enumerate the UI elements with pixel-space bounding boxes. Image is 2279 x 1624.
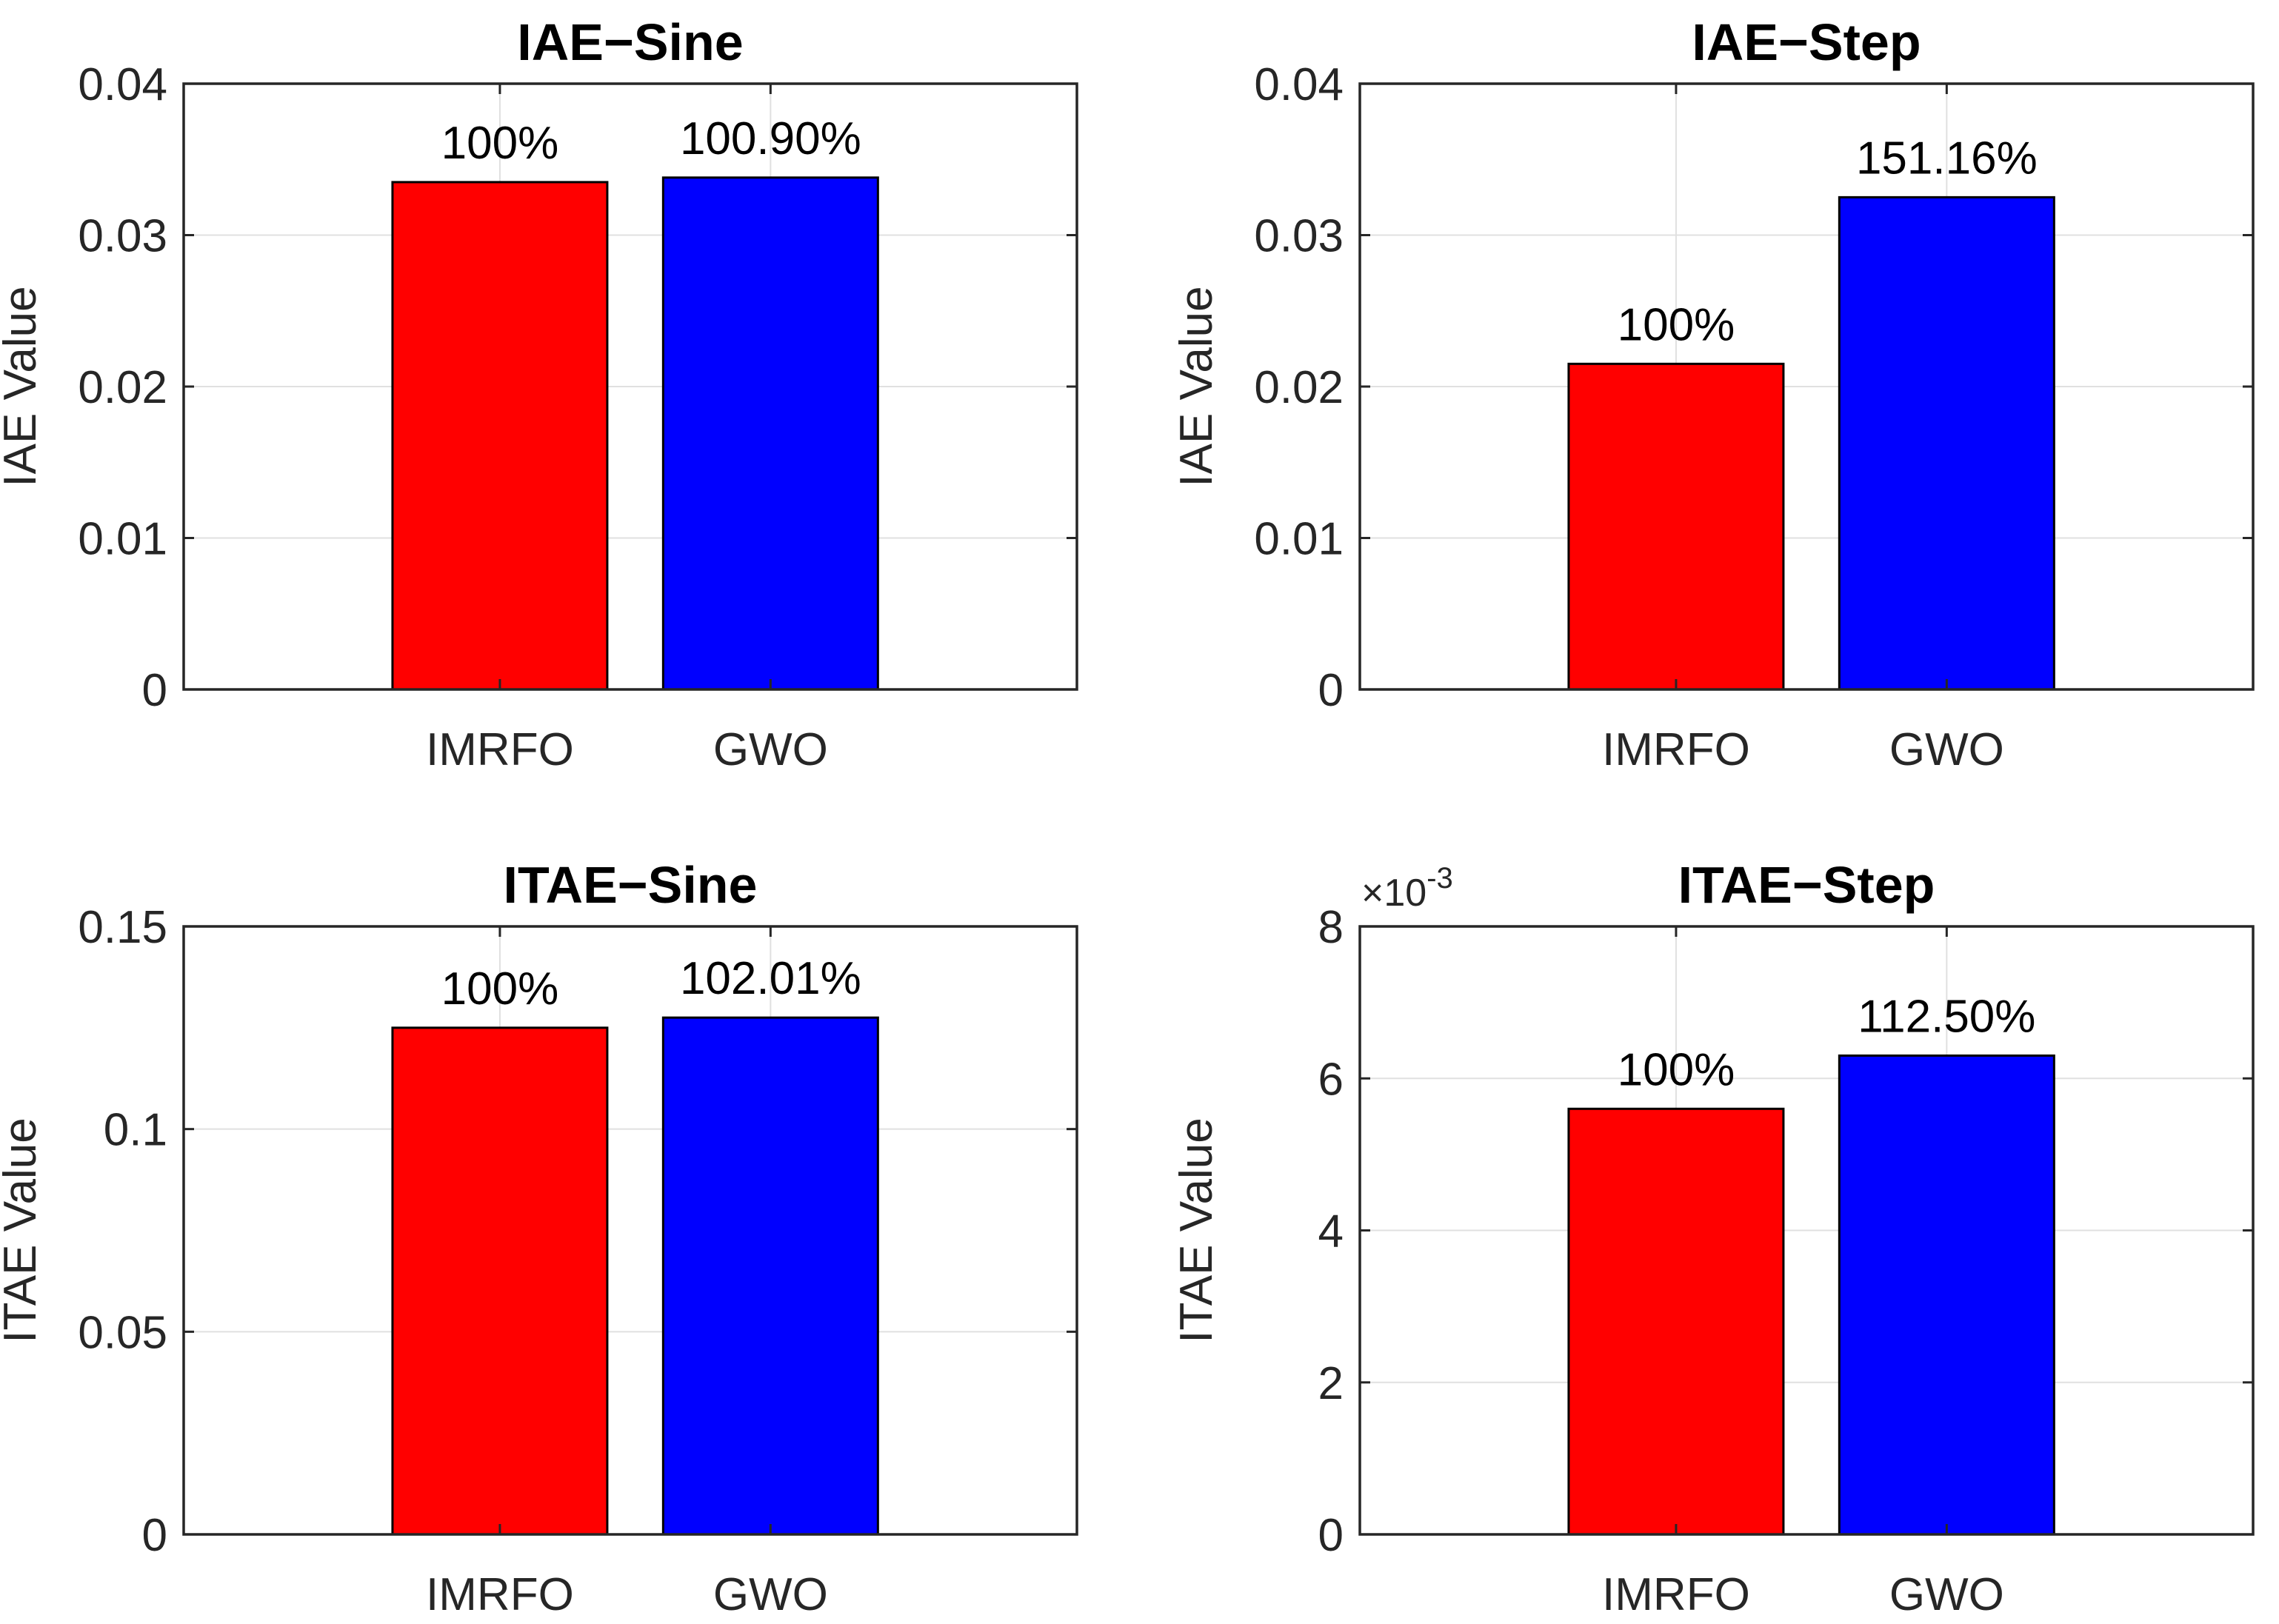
bar-value-label: 100% bbox=[1618, 1044, 1735, 1095]
y-tick-label: 0.1 bbox=[104, 1105, 167, 1156]
chart-itae-step: 0 2 4 6 8 IMRFO GWO 100% 112.50% ITAE−Step ITAE Va… bbox=[1141, 815, 2279, 1624]
y-tick-label: 6 bbox=[1318, 1054, 1344, 1105]
bar-value-label: 151.16% bbox=[1856, 133, 2038, 184]
y-tick-label: 0.02 bbox=[1254, 362, 1344, 413]
y-tick-label: 0.01 bbox=[78, 514, 167, 565]
x-tick-label: GWO bbox=[713, 724, 828, 775]
chart-iae-step: 0 0.01 0.02 0.03 0.04 IMRFO GWO 100% 151.16% IAE−… bbox=[1141, 0, 2279, 815]
y-axis-label: IAE Value bbox=[1171, 286, 1222, 487]
bar-gwo bbox=[1838, 196, 2055, 691]
y-tick-label: 2 bbox=[1318, 1358, 1344, 1409]
bar-imrfo bbox=[391, 181, 609, 691]
y-tick-label: 0.01 bbox=[1254, 514, 1344, 565]
y-tick-label: 0.04 bbox=[78, 59, 167, 110]
y-tick-label: 4 bbox=[1318, 1206, 1344, 1257]
x-tick-label: IMRFO bbox=[1602, 1569, 1750, 1620]
y-tick-label: 0 bbox=[142, 665, 167, 716]
chart-iae-step-svg: 0 0.01 0.02 0.03 0.04 IMRFO GWO 100% 151.16% IAE−… bbox=[1171, 13, 2255, 775]
axis-box bbox=[182, 925, 1078, 1536]
y-tick-label: 0.04 bbox=[1254, 59, 1344, 110]
bar-imrfo bbox=[1567, 362, 1785, 691]
y-axis-label: ITAE Value bbox=[1171, 1117, 1222, 1343]
bar-value-label: 100% bbox=[441, 118, 559, 169]
bar-value-label: 100% bbox=[441, 963, 559, 1015]
y-axis-label: ITAE Value bbox=[0, 1117, 46, 1343]
x-tick-label: IMRFO bbox=[1602, 724, 1750, 775]
chart-iae-sine: 0 0.01 0.02 0.03 0.04 IMRFO GWO 100% 100.90% IAE−… bbox=[0, 0, 1141, 815]
y-tick-label: 0 bbox=[142, 1510, 167, 1561]
y-tick-label: 0.03 bbox=[78, 211, 167, 262]
y-tick-label: 0.02 bbox=[78, 362, 167, 413]
x-tick-label: GWO bbox=[713, 1569, 828, 1620]
y-tick-label: 8 bbox=[1318, 902, 1344, 953]
chart-itae-sine-svg: 0 0.05 0.1 0.15 IMRFO GWO 100% 102.01% ITAE−Sine… bbox=[0, 856, 1078, 1620]
chart-title: ITAE−Step bbox=[1678, 856, 1935, 914]
axis-exponent-label: ×10-3 bbox=[1361, 862, 1453, 915]
y-tick-label: 0.03 bbox=[1254, 211, 1344, 262]
bar-gwo bbox=[661, 1016, 879, 1536]
x-tick-label: IMRFO bbox=[426, 1569, 574, 1620]
bar-value-label: 112.50% bbox=[1858, 991, 2035, 1042]
chart-title: ITAE−Sine bbox=[504, 856, 758, 914]
x-tick-label: GWO bbox=[1889, 1569, 2004, 1620]
chart-itae-step-svg: 0 2 4 6 8 IMRFO GWO 100% 112.50% ITAE−Step ITAE Va… bbox=[1171, 856, 2255, 1620]
chart-title: IAE−Sine bbox=[517, 13, 743, 71]
chart-iae-sine-svg: 0 0.01 0.02 0.03 0.04 IMRFO GWO 100% 100.90% IAE−… bbox=[0, 13, 1078, 775]
bar-imrfo bbox=[1567, 1107, 1785, 1536]
chart-title: IAE−Step bbox=[1692, 13, 1921, 71]
y-tick-label: 0 bbox=[1318, 665, 1344, 716]
chart-itae-sine: 0 0.05 0.1 0.15 IMRFO GWO 100% 102.01% ITAE−Sine… bbox=[0, 815, 1141, 1624]
y-tick-label: 0 bbox=[1318, 1510, 1344, 1561]
y-tick-label: 0.05 bbox=[78, 1307, 167, 1358]
bar-value-label: 100.90% bbox=[680, 113, 861, 164]
bar-value-label: 102.01% bbox=[680, 953, 861, 1004]
plot-area bbox=[184, 926, 1077, 1534]
bar-imrfo bbox=[391, 1026, 609, 1536]
bar-value-label: 100% bbox=[1618, 299, 1735, 350]
bar-gwo bbox=[661, 176, 879, 691]
y-tick-label: 0.15 bbox=[78, 902, 167, 953]
x-tick-label: GWO bbox=[1889, 724, 2004, 775]
x-tick-label: IMRFO bbox=[426, 724, 574, 775]
y-axis-label: IAE Value bbox=[0, 286, 46, 487]
bar-gwo bbox=[1838, 1054, 2055, 1536]
